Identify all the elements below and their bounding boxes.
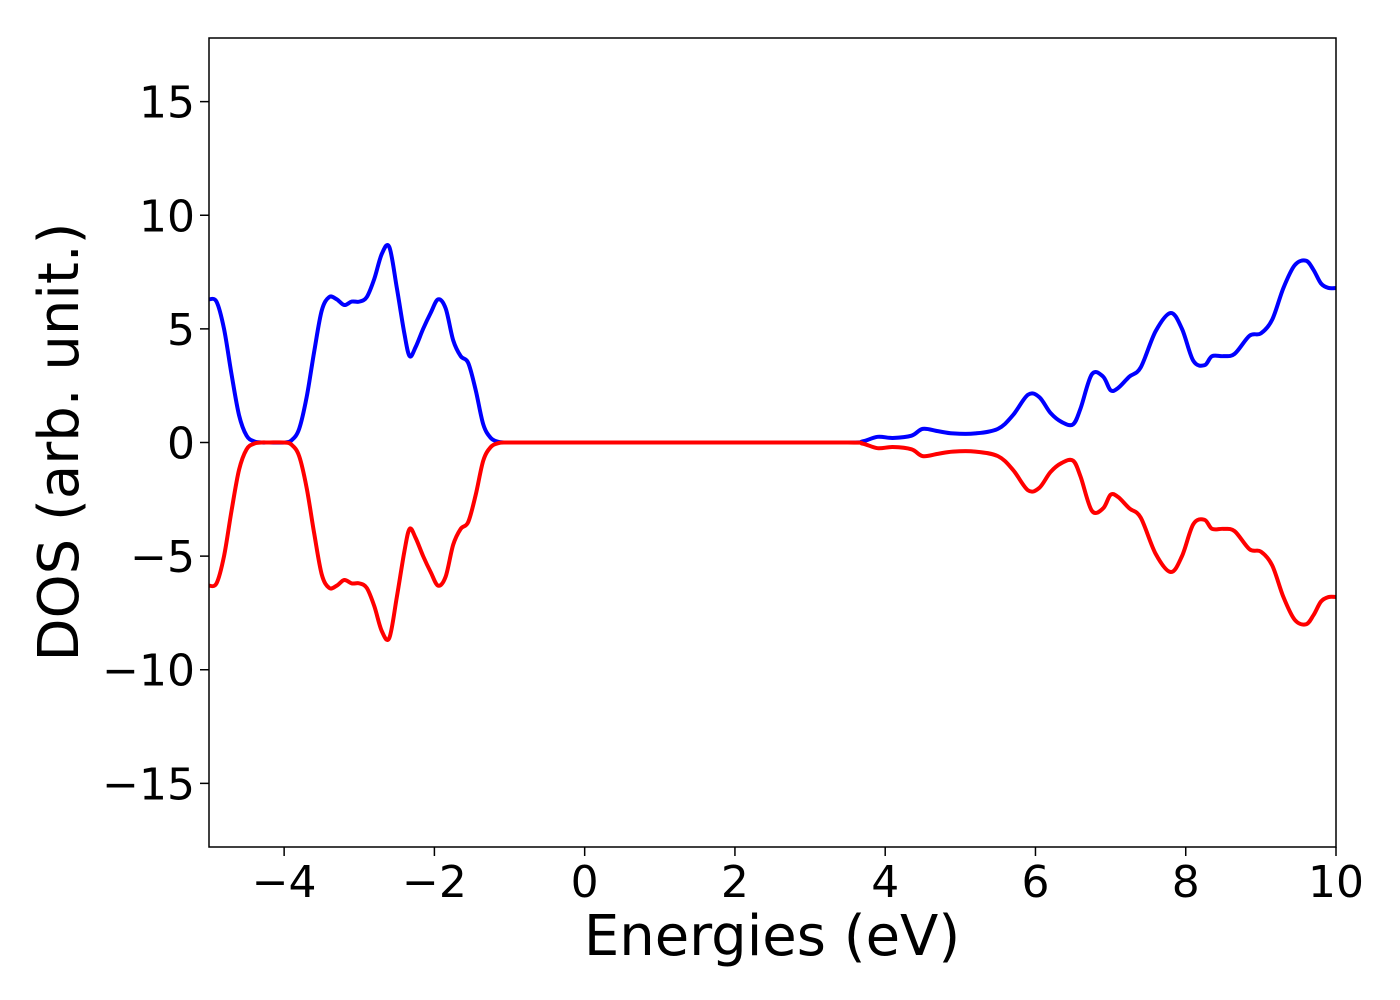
- x-tick-label: 2: [721, 857, 749, 908]
- y-tick-label: 15: [139, 78, 195, 129]
- y-tick-label: 5: [167, 305, 195, 356]
- x-tick-label: −4: [252, 857, 317, 908]
- x-tick-label: 8: [1172, 857, 1200, 908]
- series-line-2: [209, 440, 1336, 643]
- y-tick-label: 0: [167, 419, 195, 470]
- y-tick-label: −10: [102, 646, 195, 697]
- x-axis-title: Energies (eV): [584, 904, 960, 969]
- x-tick-label: −2: [402, 857, 467, 908]
- x-tick-label: 6: [1021, 857, 1049, 908]
- y-tick-label: −15: [102, 759, 195, 810]
- x-tick-label: 0: [571, 857, 599, 908]
- x-tick-label: 4: [871, 857, 899, 908]
- y-tick-label: −5: [130, 532, 195, 583]
- y-tick-label: 10: [139, 191, 195, 242]
- x-tick-label: 10: [1308, 857, 1364, 908]
- y-axis-title: DOS (arb. unit.): [27, 222, 92, 661]
